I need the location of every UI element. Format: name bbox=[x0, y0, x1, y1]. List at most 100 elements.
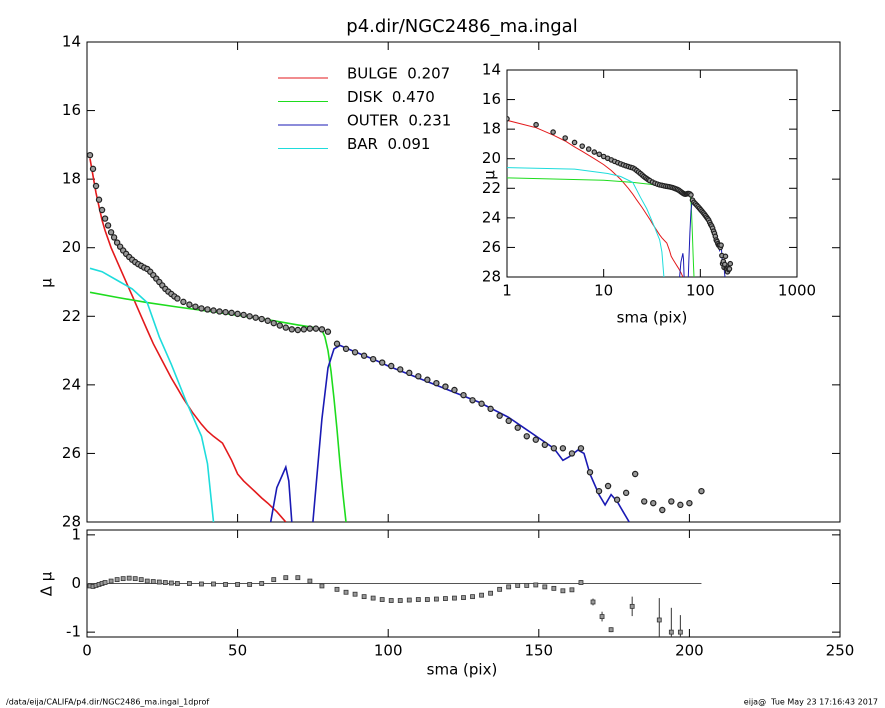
x-tick-label: 1 bbox=[502, 282, 512, 300]
residual-point bbox=[138, 577, 144, 583]
observed-point bbox=[650, 499, 657, 507]
residual-point bbox=[144, 578, 150, 584]
observed-point bbox=[222, 308, 229, 316]
residual-point bbox=[114, 577, 120, 583]
observed-point bbox=[324, 328, 332, 335]
residual-point bbox=[560, 588, 566, 594]
observed-point bbox=[505, 417, 512, 425]
y-tick-label: 28 bbox=[62, 513, 81, 531]
legend-label: DISK 0.470 bbox=[347, 88, 435, 106]
y-tick-label: 24 bbox=[62, 375, 81, 393]
observed-point bbox=[113, 239, 121, 246]
observed-point bbox=[98, 206, 106, 214]
x-tick-label: 0 bbox=[82, 642, 92, 660]
observed-point bbox=[487, 405, 494, 413]
residual-point bbox=[542, 584, 548, 590]
observed-point bbox=[110, 234, 118, 241]
legend-label: BAR 0.091 bbox=[347, 135, 430, 153]
observed-point bbox=[294, 326, 302, 334]
residual-point bbox=[199, 581, 204, 587]
observed-point bbox=[686, 499, 693, 507]
model-line bbox=[507, 167, 665, 277]
observed-point bbox=[579, 143, 586, 149]
residual-point bbox=[424, 597, 430, 602]
residual-point bbox=[629, 603, 635, 609]
residual-point bbox=[120, 576, 126, 582]
observed-point bbox=[101, 215, 109, 222]
observed-point bbox=[406, 369, 413, 377]
observed-point bbox=[333, 340, 341, 347]
residual-point bbox=[656, 617, 662, 623]
residual-point bbox=[343, 589, 349, 595]
observed-point bbox=[591, 149, 598, 155]
observed-point bbox=[288, 326, 296, 333]
observed-point bbox=[577, 445, 585, 452]
observed-point bbox=[228, 309, 235, 317]
x-tick-label: 150 bbox=[524, 642, 553, 660]
observed-point bbox=[659, 506, 666, 514]
observed-point bbox=[677, 501, 684, 509]
observed-point bbox=[240, 311, 247, 319]
y-tick-label: 24 bbox=[482, 208, 501, 226]
residual-point bbox=[132, 576, 138, 582]
observed-point bbox=[246, 313, 253, 320]
observed-point bbox=[541, 441, 549, 449]
residual-point bbox=[150, 579, 156, 584]
y-tick-label: -1 bbox=[66, 623, 81, 641]
residual-point bbox=[515, 583, 521, 588]
y-tick-label: 14 bbox=[482, 61, 501, 79]
residual-point bbox=[352, 591, 358, 597]
residual-point bbox=[578, 580, 584, 585]
observed-point bbox=[342, 345, 350, 353]
observed-point bbox=[198, 305, 205, 312]
observed-point bbox=[722, 253, 729, 260]
chart-title: p4.dir/NGC2486_ma.ingal bbox=[346, 16, 577, 37]
observed-point bbox=[174, 295, 181, 302]
observed-point bbox=[216, 308, 223, 315]
residual-point bbox=[497, 586, 503, 592]
observed-point bbox=[415, 373, 422, 380]
residual-point bbox=[259, 581, 265, 586]
observed-point bbox=[104, 222, 112, 229]
residual-point bbox=[524, 583, 530, 588]
observed-point bbox=[478, 400, 485, 407]
residual-point bbox=[126, 575, 132, 581]
residual-point bbox=[677, 629, 683, 635]
residual-point bbox=[162, 580, 168, 585]
observed-point bbox=[186, 301, 193, 308]
observed-point bbox=[451, 386, 458, 394]
legend-label: OUTER 0.231 bbox=[347, 112, 451, 130]
residual-point bbox=[295, 575, 301, 581]
y-tick-label: 1 bbox=[71, 525, 81, 543]
residual-point bbox=[397, 598, 403, 603]
residual-point bbox=[533, 582, 539, 588]
observed-point bbox=[258, 315, 265, 323]
residual-point bbox=[452, 595, 457, 601]
residual-point bbox=[334, 586, 340, 592]
model-line bbox=[89, 158, 287, 522]
residual-point bbox=[443, 596, 448, 601]
residual-point bbox=[361, 594, 367, 600]
residual-point bbox=[156, 579, 162, 585]
observed-point bbox=[718, 242, 724, 249]
observed-point bbox=[87, 151, 94, 159]
y-axis-label: Δ μ bbox=[38, 571, 56, 596]
residual-point bbox=[415, 597, 421, 602]
x-axis-label: sma (pix) bbox=[617, 309, 688, 327]
observed-point bbox=[727, 260, 734, 267]
x-axis-label: sma (pix) bbox=[427, 661, 498, 679]
x-tick-label: 10 bbox=[594, 282, 613, 300]
observed-point bbox=[533, 121, 539, 128]
observed-point bbox=[469, 397, 476, 404]
x-tick-label: 100 bbox=[686, 282, 715, 300]
observed-point bbox=[351, 349, 359, 356]
observed-point bbox=[89, 165, 97, 173]
residual-point bbox=[174, 581, 180, 586]
x-tick-label: 1000 bbox=[778, 282, 816, 300]
residual-point bbox=[599, 614, 605, 619]
observed-point bbox=[180, 298, 187, 306]
observed-point bbox=[550, 129, 556, 135]
observed-point bbox=[282, 324, 289, 331]
residual-point bbox=[235, 582, 241, 587]
y-tick-label: 18 bbox=[482, 120, 501, 138]
